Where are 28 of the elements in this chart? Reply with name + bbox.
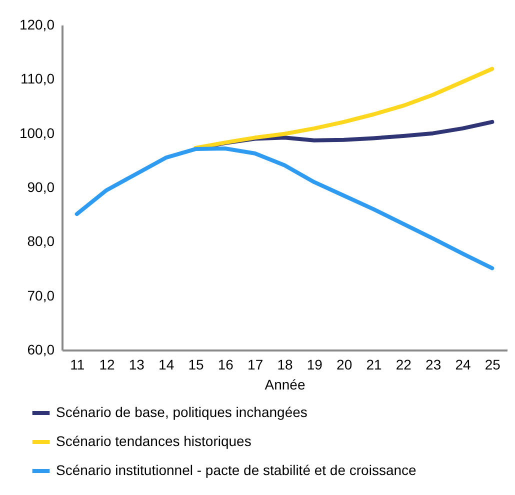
x-tick-label: 17 [248,356,264,372]
x-tick-label: 14 [158,356,174,372]
y-tick-label: 90,0 [27,179,55,195]
x-tick-label: 13 [128,356,145,372]
x-tick-label: 25 [484,356,501,372]
y-tick-label: 60,0 [27,342,55,358]
x-tick-label: 23 [426,356,442,372]
x-tick-label: 24 [455,356,471,372]
x-tick-label: 18 [277,356,293,372]
y-tick-label: 70,0 [27,287,55,304]
legend-label: Scénario tendances historiques [56,433,252,449]
line-series [194,66,494,150]
legend-label: Scénario institutionnel - pacte de stabilité et de croissance [56,462,417,478]
y-tick-label: 100,0 [19,124,55,141]
x-tick-label: 16 [218,356,234,372]
x-axis-title: Année [264,376,306,392]
x-tick-label: 21 [366,356,382,372]
y-tick-label: 80,0 [27,233,55,250]
x-tick-label: 12 [99,356,115,372]
x-tick-label: 19 [306,356,323,372]
x-tick-label: 20 [336,356,352,372]
y-tick-label: 110,0 [20,70,55,87]
y-tick-label: 120,0 [19,16,55,32]
x-tick-label: 15 [188,356,204,372]
legend-label: Scénario de base, politiques inchangées [56,404,308,420]
x-tick-label: 22 [396,356,412,372]
line-series [74,146,494,270]
x-tick-label: 11 [70,356,85,372]
